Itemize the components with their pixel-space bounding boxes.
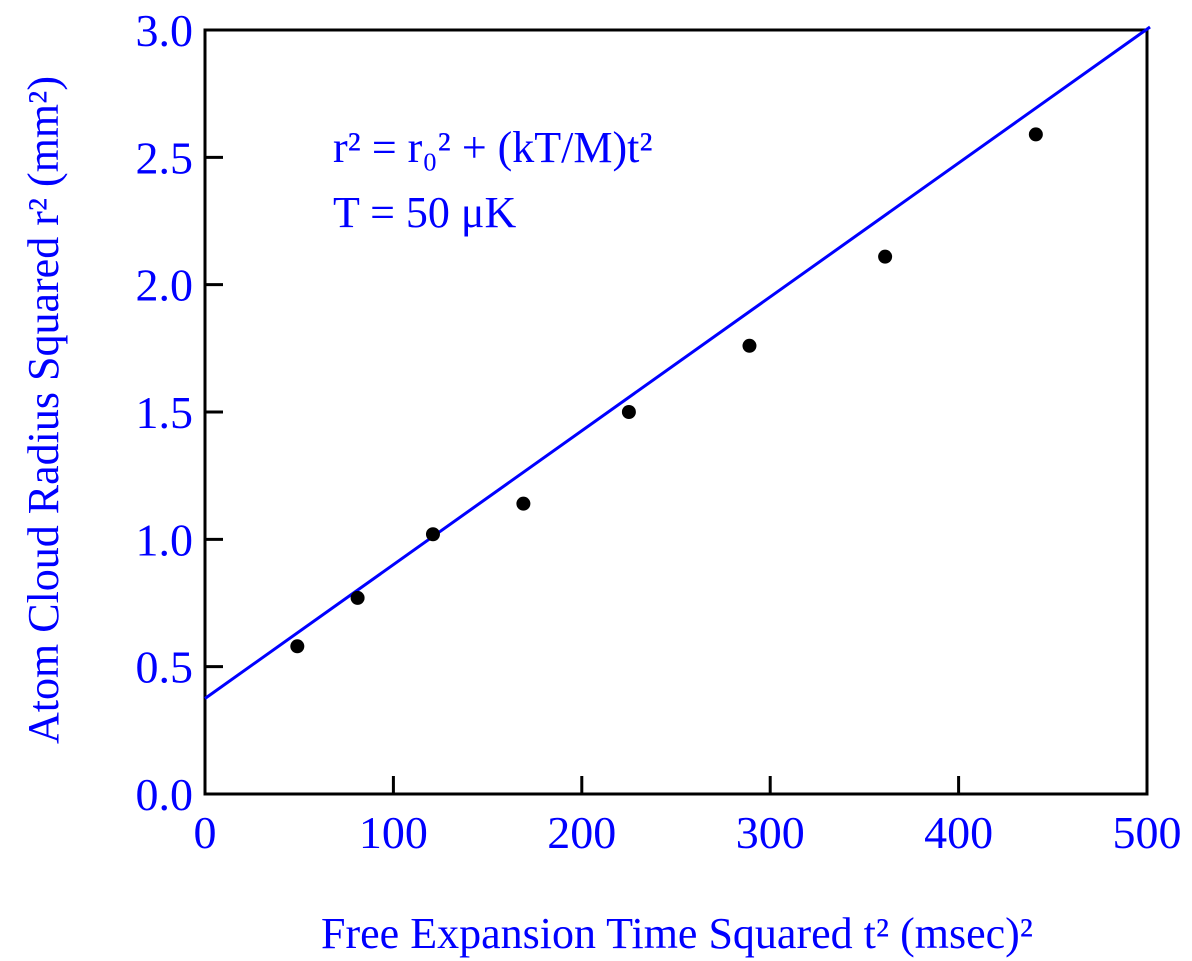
fit-line bbox=[204, 25, 1151, 700]
data-point bbox=[1028, 127, 1043, 142]
data-point bbox=[290, 639, 305, 654]
x-tick-label: 500 bbox=[1113, 807, 1182, 858]
x-tick-label: 0 bbox=[194, 807, 217, 858]
x-tick-label: 400 bbox=[924, 807, 993, 858]
data-point bbox=[878, 249, 893, 264]
y-tick-label: 2.0 bbox=[136, 260, 194, 311]
data-point bbox=[425, 527, 440, 542]
data-point bbox=[350, 590, 365, 605]
data-point bbox=[516, 496, 531, 511]
y-axis-title: Atom Cloud Radius Squared r² (mm²) bbox=[19, 76, 68, 744]
y-tick-label: 2.5 bbox=[136, 132, 194, 183]
x-axis-title: Free Expansion Time Squared t² (msec)² bbox=[321, 909, 1033, 958]
y-tick-label: 1.0 bbox=[136, 514, 194, 565]
x-tick-label: 300 bbox=[736, 807, 805, 858]
x-tick-label: 200 bbox=[547, 807, 616, 858]
y-tick-label: 0.5 bbox=[136, 642, 194, 693]
y-tick-label: 1.5 bbox=[136, 387, 194, 438]
fit-equation-annotation: r² = r₀² + (kT/M)t² bbox=[333, 123, 653, 172]
temperature-annotation: T = 50 μK bbox=[333, 188, 516, 237]
y-tick-label: 0.0 bbox=[136, 769, 194, 820]
data-point bbox=[742, 338, 757, 353]
x-tick-label: 100 bbox=[359, 807, 428, 858]
data-point bbox=[621, 405, 636, 419]
y-tick-label: 3.0 bbox=[136, 5, 194, 56]
